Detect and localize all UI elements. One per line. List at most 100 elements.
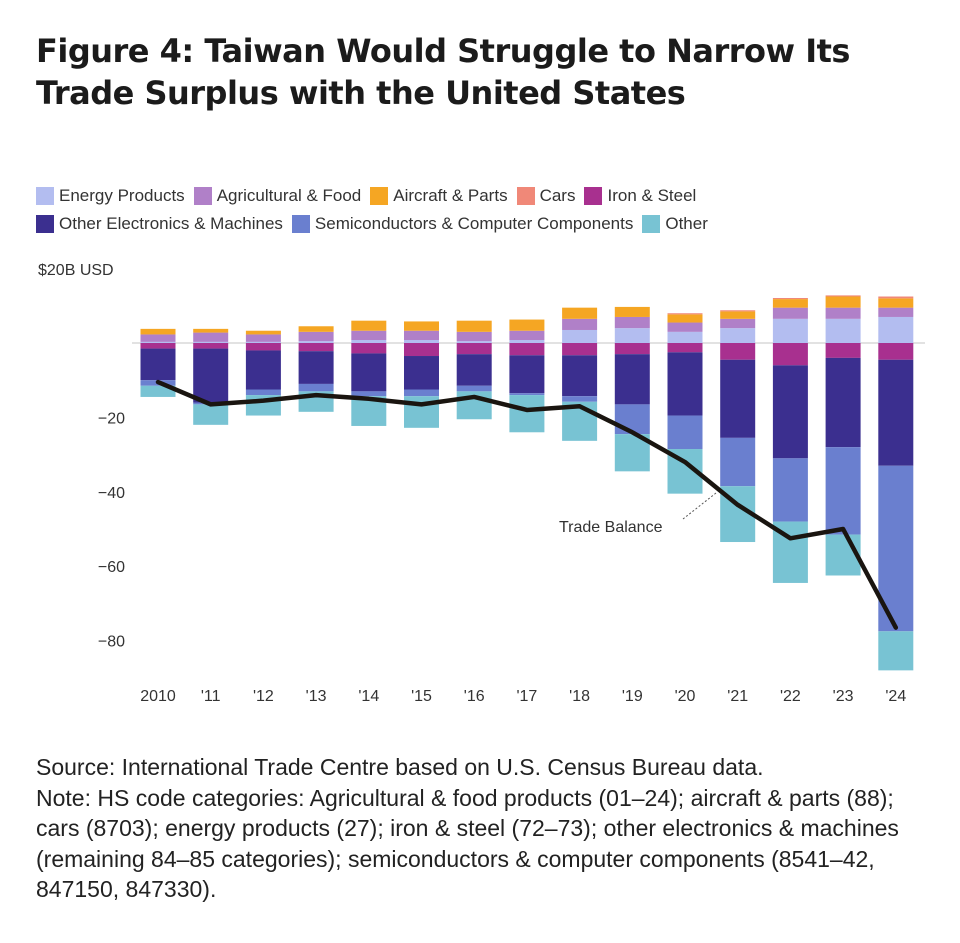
bar-segment-other-electronics (825, 357, 861, 448)
bar-segment-aircraft (562, 307, 598, 319)
bar-segment-iron-steel (667, 343, 703, 353)
bar-segment-energy (404, 340, 439, 343)
bar-segment-semiconductors (351, 391, 387, 397)
legend-item-cars: Cars (516, 186, 576, 206)
legend-item-aircraft: Aircraft & Parts (370, 186, 508, 206)
x-tick-label: '15 (411, 688, 432, 705)
legend-label-semiconductors: Semiconductors & Computer Components (314, 214, 634, 233)
bar-segment-agricultural (825, 307, 861, 319)
bar-segment-other (509, 395, 545, 433)
bar-segment-iron-steel (298, 343, 334, 352)
y-axis-ticks: −20 −40 −60 −80 (98, 410, 125, 650)
bar-segment-other-electronics (193, 348, 229, 403)
hs-code-note: Note: HS code categories: Agricultural &… (36, 784, 899, 903)
y-tick-label: −40 (98, 485, 125, 502)
legend-label-agricultural: Agricultural & Food (216, 186, 362, 205)
bar-segment-iron-steel (140, 343, 176, 349)
legend-swatch-other (642, 215, 661, 233)
y-tick-label: −80 (98, 634, 125, 651)
x-tick-label: 2010 (140, 688, 176, 705)
bar-segment-energy (667, 331, 703, 343)
bar-segment-iron-steel (193, 343, 229, 349)
legend-row-1: Energy Products Agricultural & Food Airc… (36, 182, 916, 210)
bar-segment-energy (509, 340, 545, 343)
bar-segment-other-electronics (351, 353, 387, 392)
bar-segment-energy (351, 340, 387, 343)
legend-item-energy: Energy Products (36, 186, 185, 206)
legend-item-agricultural: Agricultural & Food (193, 186, 362, 206)
bar-segment-energy (245, 341, 281, 343)
bar-segment-aircraft (772, 299, 808, 308)
bar-segment-iron-steel (878, 343, 914, 360)
bar-segment-aircraft (614, 306, 650, 317)
bar-segment-semiconductors (562, 396, 598, 402)
bar-segment-agricultural (878, 307, 914, 317)
bar-segment-other-electronics (667, 352, 703, 416)
bar-segment-other-electronics (509, 355, 545, 394)
bar-segment-cars (772, 297, 808, 300)
bar-segment-aircraft (245, 330, 281, 335)
bar-segment-semiconductors (245, 389, 281, 396)
bar-segment-aircraft (298, 326, 334, 332)
bar-segment-other-electronics (245, 350, 281, 390)
legend-label-iron-steel: Iron & Steel (607, 186, 697, 205)
bar-segment-semiconductors (509, 393, 545, 396)
bar-segment-aircraft (825, 296, 861, 308)
bar-segment-aircraft (351, 320, 387, 331)
bar-segment-agricultural (298, 331, 334, 342)
x-tick-label: '17 (516, 688, 537, 705)
bar-segment-aircraft (667, 314, 703, 323)
bar-segment-semiconductors (772, 458, 808, 522)
bar-segment-energy (772, 318, 808, 343)
bar-segment-aircraft (404, 321, 439, 331)
bar-segment-iron-steel (351, 343, 387, 354)
bar-segment-energy (825, 318, 861, 343)
x-tick-label: '18 (569, 688, 590, 705)
bar-segment-semiconductors (614, 404, 650, 435)
bar-segment-agricultural (404, 330, 439, 341)
bar-segment-agricultural (351, 330, 387, 341)
bar-segment-agricultural (667, 322, 703, 332)
bar-segment-agricultural (456, 331, 492, 342)
bar-segment-aircraft (456, 320, 492, 332)
bar-segment-semiconductors (298, 383, 334, 392)
bar-segment-aircraft (509, 319, 545, 331)
chart-footer: Source: International Trade Centre based… (36, 752, 936, 905)
legend-label-energy: Energy Products (59, 186, 185, 205)
y-tick-label: −20 (98, 410, 125, 427)
x-tick-label: '13 (306, 688, 327, 705)
bar-segment-semiconductors (456, 385, 492, 392)
legend-swatch-energy (36, 187, 54, 205)
x-tick-label: '14 (358, 688, 379, 705)
bar-segment-other-electronics (140, 348, 176, 381)
bar-segment-energy (193, 341, 229, 343)
legend-item-other: Other (642, 214, 708, 234)
x-tick-label: '12 (253, 688, 274, 705)
bar-segment-agricultural (140, 334, 176, 342)
x-tick-label: '16 (464, 688, 485, 705)
bar-segment-cars (878, 296, 914, 299)
bar-segment-semiconductors (404, 389, 439, 397)
x-tick-label: '24 (885, 688, 906, 705)
bar-segment-iron-steel (562, 343, 598, 356)
bar-segment-energy (614, 328, 650, 343)
bar-segment-other-electronics (562, 355, 598, 397)
legend-label-other: Other (665, 214, 708, 233)
legend-label-aircraft: Aircraft & Parts (393, 186, 508, 205)
bar-segment-energy (720, 328, 756, 343)
bar-segment-iron-steel (825, 343, 861, 358)
legend-label-cars: Cars (539, 186, 576, 205)
bar-segment-cars (667, 313, 703, 315)
bar-segment-other-electronics (614, 354, 650, 405)
bar-segment-agricultural (193, 332, 229, 342)
bar-segment-iron-steel (456, 343, 492, 355)
legend-swatch-semiconductors (291, 215, 310, 233)
legend-item-iron-steel: Iron & Steel (584, 186, 696, 206)
legend-swatch-iron-steel (584, 187, 603, 205)
x-tick-label: '19 (622, 688, 643, 705)
bar-segment-iron-steel (720, 343, 756, 360)
bar-segment-iron-steel (614, 343, 650, 355)
bar-segment-agricultural (614, 316, 650, 329)
bar-segment-iron-steel (509, 343, 545, 356)
bar-segment-aircraft (720, 311, 756, 319)
